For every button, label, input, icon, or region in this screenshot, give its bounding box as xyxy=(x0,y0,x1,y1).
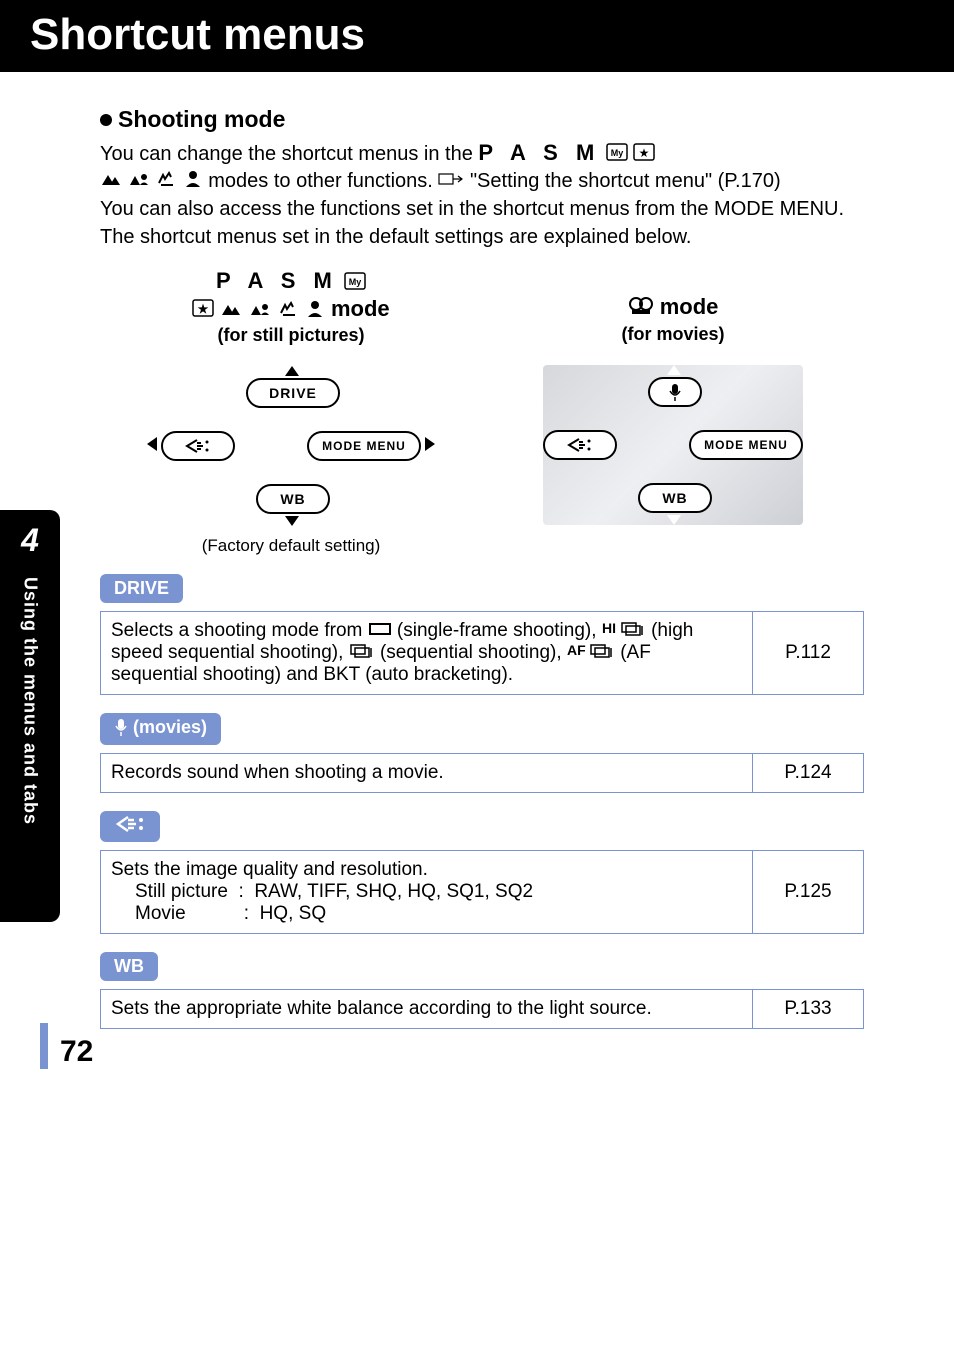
page-number-accent xyxy=(40,1023,48,1069)
drive-section-label: DRIVE xyxy=(100,574,183,603)
quality-description: Sets the image quality and resolution. S… xyxy=(101,850,753,933)
wb-section-label: WB xyxy=(100,952,158,981)
wb-page-ref: P.133 xyxy=(753,989,864,1028)
wb-pill: WB xyxy=(256,484,330,514)
portrait-icon xyxy=(183,168,203,194)
page-number: 72 xyxy=(60,1035,93,1069)
movies-table: Records sound when shooting a movie. P.1… xyxy=(100,753,864,793)
wb-description: Sets the appropriate white balance accor… xyxy=(101,989,753,1028)
movie-subtitle: (for movies) xyxy=(501,324,845,345)
svg-text:AF: AF xyxy=(567,642,586,658)
down-arrow-icon xyxy=(285,516,299,526)
quality-pill-movie xyxy=(543,430,617,460)
mic-pill xyxy=(648,377,702,407)
drive-text-a: Selects a shooting mode from xyxy=(111,620,368,641)
still-pictures-column: P A S M My ★ xyxy=(119,268,463,555)
right-arrow-icon xyxy=(807,436,817,450)
movies-description: Records sound when shooting a movie. xyxy=(101,753,753,792)
night-scene-icon: ★ xyxy=(633,142,655,168)
still-mode-letters: P A S M xyxy=(216,268,338,293)
movie-mode-line: mode xyxy=(501,294,845,321)
mode-menu-pill: MODE MENU xyxy=(307,431,421,461)
still-mode-line-2: ★ mode xyxy=(119,296,463,323)
section-heading: Shooting mode xyxy=(100,106,864,133)
left-arrow-icon xyxy=(529,436,539,450)
drive-page-ref: P.112 xyxy=(753,611,864,694)
reference-hand-icon xyxy=(438,168,464,194)
sports-icon xyxy=(155,168,177,194)
factory-default-caption: (Factory default setting) xyxy=(119,536,463,556)
microphone-icon xyxy=(668,383,682,401)
drive-text-b: (single-frame shooting), xyxy=(397,620,602,641)
microphone-icon xyxy=(114,718,128,741)
intro-paragraph: You can change the shortcut menus in the… xyxy=(100,139,864,194)
wb-pill-movie: WB xyxy=(638,483,712,513)
intro-text-1: You can change the shortcut menus in the xyxy=(100,143,478,165)
right-arrow-icon xyxy=(425,437,435,451)
page-title: Shortcut menus xyxy=(30,10,924,60)
mode-letters: P A S M xyxy=(478,140,600,165)
sequential-icon xyxy=(349,642,375,664)
landscape-icon xyxy=(100,168,122,194)
drive-text-d: (sequential shooting), xyxy=(380,642,567,663)
svg-text:★: ★ xyxy=(198,302,209,316)
sports-icon xyxy=(277,297,299,323)
af-sequential-icon: AF xyxy=(567,642,615,664)
landscape-portrait-icon xyxy=(128,168,150,194)
quality-pill xyxy=(161,431,235,461)
intro-ref: "Setting the shortcut menu" (P.170) xyxy=(470,170,781,192)
my-mode-icon: My xyxy=(344,270,366,296)
movie-icon xyxy=(628,296,654,322)
page-header: Shortcut menus xyxy=(0,0,954,72)
drive-description: Selects a shooting mode from (single-fra… xyxy=(101,611,753,694)
svg-text:★: ★ xyxy=(639,146,650,160)
movie-mode-word: mode xyxy=(660,294,719,319)
wb-table: Sets the appropriate white balance accor… xyxy=(100,989,864,1029)
svg-text:HI: HI xyxy=(602,620,616,636)
arrow-pad-diagram-still: DRIVE MODE MENU WB xyxy=(161,366,421,526)
quality-section-label xyxy=(100,811,160,842)
landscape-icon xyxy=(220,297,242,323)
left-arrow-icon xyxy=(147,437,157,451)
mode-word: mode xyxy=(331,296,390,321)
hi-sequential-icon: HI xyxy=(602,620,646,642)
down-arrow-icon xyxy=(667,515,681,525)
my-mode-icon: My xyxy=(606,142,628,168)
movies-section-label: (movies) xyxy=(100,713,221,745)
svg-text:My: My xyxy=(349,277,362,287)
drive-table: Selects a shooting mode from (single-fra… xyxy=(100,611,864,695)
single-frame-icon xyxy=(368,620,392,642)
landscape-portrait-icon xyxy=(249,297,271,323)
mode-columns: P A S M My ★ xyxy=(100,268,864,555)
quality-line3: Movie : HQ, SQ xyxy=(111,903,742,925)
movies-page-ref: P.124 xyxy=(753,753,864,792)
chapter-title: Using the menus and tabs xyxy=(20,577,41,825)
bullet-icon xyxy=(100,114,112,126)
night-scene-icon: ★ xyxy=(192,297,214,323)
svg-text:My: My xyxy=(611,148,624,158)
intro-text-2: modes to other functions. xyxy=(208,170,438,192)
section-heading-text: Shooting mode xyxy=(118,106,285,133)
quality-line2: Still picture : RAW, TIFF, SHQ, HQ, SQ1,… xyxy=(111,881,742,903)
up-arrow-icon xyxy=(667,365,681,375)
up-arrow-icon xyxy=(285,366,299,376)
still-mode-line: P A S M My xyxy=(119,268,463,295)
movies-column: mode (for movies) MODE MENU WB xyxy=(501,268,845,555)
still-subtitle: (for still pictures) xyxy=(119,325,463,346)
portrait-icon xyxy=(305,297,325,323)
drive-pill: DRIVE xyxy=(246,378,340,408)
movies-label-text: (movies) xyxy=(133,717,207,737)
quality-table: Sets the image quality and resolution. S… xyxy=(100,850,864,934)
quality-page-ref: P.125 xyxy=(753,850,864,933)
quality-line1: Sets the image quality and resolution. xyxy=(111,859,742,881)
arrow-pad-diagram-movie: MODE MENU WB xyxy=(543,365,803,525)
quality-icon xyxy=(114,815,146,833)
intro-line-4: The shortcut menus set in the default se… xyxy=(100,224,864,250)
chapter-number: 4 xyxy=(21,522,39,559)
chapter-side-tab: 4 Using the menus and tabs xyxy=(0,510,60,922)
mode-menu-pill-movie: MODE MENU xyxy=(689,430,803,460)
intro-line-3: You can also access the functions set in… xyxy=(100,196,864,222)
quality-icon xyxy=(183,438,213,454)
quality-icon xyxy=(565,437,595,453)
